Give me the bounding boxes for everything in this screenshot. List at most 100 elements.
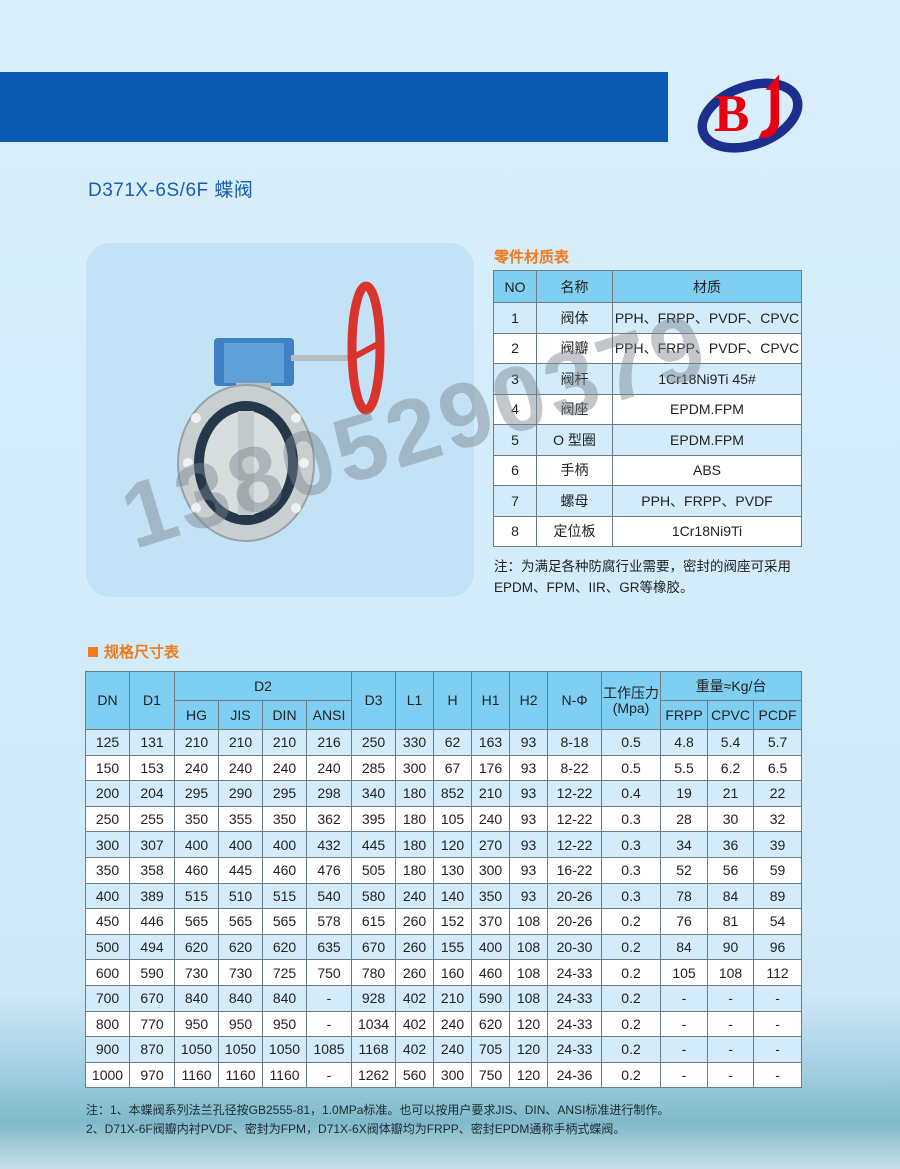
col-header-din: DIN (262, 700, 307, 730)
col-header-pressure: 工作压力(Mpa) (601, 671, 662, 730)
table-row: 300 307 400 400 400 432 445 180 120 270 93 12-22 0.3… (85, 831, 803, 858)
table-cell: 76 (660, 908, 709, 935)
table-cell: 290 (218, 780, 263, 807)
table-cell: 870 (129, 1036, 175, 1063)
table-cell: 24-36 (547, 1061, 603, 1089)
table-row: 125 131 210 210 210 216 250 330 62 163 93 8-18 0.5 4.… (85, 729, 803, 756)
table-cell: - (753, 984, 803, 1012)
note-line: 2、D71X-6F阀瓣内衬PVDF、密封为FPM，D71X-6X阀体瓣均为FRP… (86, 1122, 626, 1136)
table-cell: 590 (129, 959, 175, 986)
table-cell: 285 (351, 754, 397, 782)
table-cell: 1050 (174, 1036, 219, 1063)
table-cell: 730 (174, 959, 219, 986)
table-cell: 476 (305, 856, 353, 884)
table-cell: 210 (262, 729, 307, 756)
table-cell: 153 (129, 754, 175, 782)
table-cell: - (707, 1061, 755, 1089)
table-cell: 24-33 (547, 959, 603, 986)
table-cell: 7 (493, 485, 537, 517)
table-cell: 395 (351, 805, 397, 833)
table-cell: - (660, 1036, 709, 1063)
table-cell: 120 (509, 1036, 549, 1063)
table-cell: 8-22 (547, 754, 603, 782)
table-cell: 24-33 (547, 1036, 603, 1063)
header-banner (0, 72, 668, 142)
table-cell: 12-22 (547, 805, 603, 833)
table-cell: 950 (262, 1010, 307, 1038)
table-cell: 295 (174, 780, 219, 807)
table-cell: 8 (493, 515, 537, 547)
table-cell: - (753, 1061, 803, 1089)
table-cell: 阀座 (536, 393, 613, 425)
table-cell: 200 (85, 780, 130, 807)
table-cell: 6 (493, 454, 537, 486)
table-cell: 635 (305, 933, 353, 961)
table-cell: 6.5 (753, 754, 803, 782)
table-cell: 125 (85, 729, 130, 756)
table-cell: 900 (85, 1036, 130, 1063)
table-cell: 389 (129, 882, 175, 910)
table-cell: 56 (707, 856, 755, 884)
table-row: 8 定位板 1Cr18Ni9Ti (493, 515, 802, 547)
table-cell: - (660, 984, 709, 1012)
table-cell: 手柄 (536, 454, 613, 486)
table-cell: 700 (85, 984, 130, 1012)
table-row: 2 阀瓣 PPH、FRPP、PVDF、CPVC (493, 332, 802, 364)
table-cell: 950 (218, 1010, 263, 1038)
table-cell: 131 (129, 729, 175, 756)
table-cell: 8-18 (547, 729, 603, 756)
table-cell: 32 (753, 805, 803, 833)
table-cell: 730 (218, 959, 263, 986)
table-cell: 400 (471, 933, 511, 961)
table-cell: 400 (174, 831, 219, 858)
table-cell: 152 (433, 908, 473, 935)
spec-table: DN D1 D2 D3 L1 H H1 H2 N-Φ 工作压力(Mpa) 重量≈… (85, 671, 803, 1089)
table-cell: 432 (305, 831, 353, 858)
table-cell: 0.2 (601, 908, 662, 935)
table-cell: 0.5 (601, 729, 662, 756)
table-cell: 255 (129, 805, 175, 833)
table-cell: 210 (433, 984, 473, 1012)
table-cell: 210 (218, 729, 263, 756)
square-bullet-icon (88, 647, 98, 657)
table-cell: 620 (174, 933, 219, 961)
table-cell: 阀杆 (536, 363, 613, 395)
table-cell: 400 (262, 831, 307, 858)
materials-note: 注：为满足各种防腐行业需要，密封的阀座可采用EPDM、FPM、IIR、GR等橡胶… (494, 559, 791, 595)
table-cell: 105 (433, 805, 473, 833)
table-cell: 130 (433, 856, 473, 884)
materials-title: 零件材质表 (494, 249, 570, 266)
table-row: 400 389 515 510 515 540 580 240 140 350 93 20-26 0.3… (85, 882, 803, 910)
table-cell: 93 (509, 831, 549, 858)
table-cell: 307 (129, 831, 175, 858)
col-header-weight: 重量≈Kg/台 (660, 671, 803, 701)
materials-table: NO 名称 材质 1 阀体 PPH、FRPP、PVDF、CPVC 2 阀瓣 PPH、FRP… (493, 270, 802, 547)
table-cell: 1262 (351, 1061, 397, 1089)
table-cell: 112 (753, 959, 803, 986)
table-cell: 620 (262, 933, 307, 961)
table-cell: 4 (493, 393, 537, 425)
table-cell: PPH、FRPP、PVDF、CPVC (612, 332, 802, 364)
table-cell: 494 (129, 933, 175, 961)
table-cell: 6.2 (707, 754, 755, 782)
table-cell: - (305, 1061, 353, 1089)
spec-title: 规格尺寸表 (88, 641, 179, 662)
table-cell: 350 (85, 856, 130, 884)
table-cell: 800 (85, 1010, 130, 1038)
table-cell: 12-22 (547, 780, 603, 807)
table-cell: 1160 (218, 1061, 263, 1089)
table-cell: 93 (509, 882, 549, 910)
table-cell: 39 (753, 831, 803, 858)
table-cell: 928 (351, 984, 397, 1012)
table-cell: 阀瓣 (536, 332, 613, 364)
table-cell: 362 (305, 805, 353, 833)
table-cell: 0.2 (601, 1061, 662, 1089)
table-cell: 240 (433, 1010, 473, 1038)
table-cell: 1034 (351, 1010, 397, 1038)
table-cell: 62 (433, 729, 473, 756)
table-cell: 250 (85, 805, 130, 833)
table-cell: 12-22 (547, 831, 603, 858)
table-cell: 96 (753, 933, 803, 961)
col-header-h2: H2 (509, 671, 549, 730)
col-header-name: 名称 (536, 270, 613, 303)
